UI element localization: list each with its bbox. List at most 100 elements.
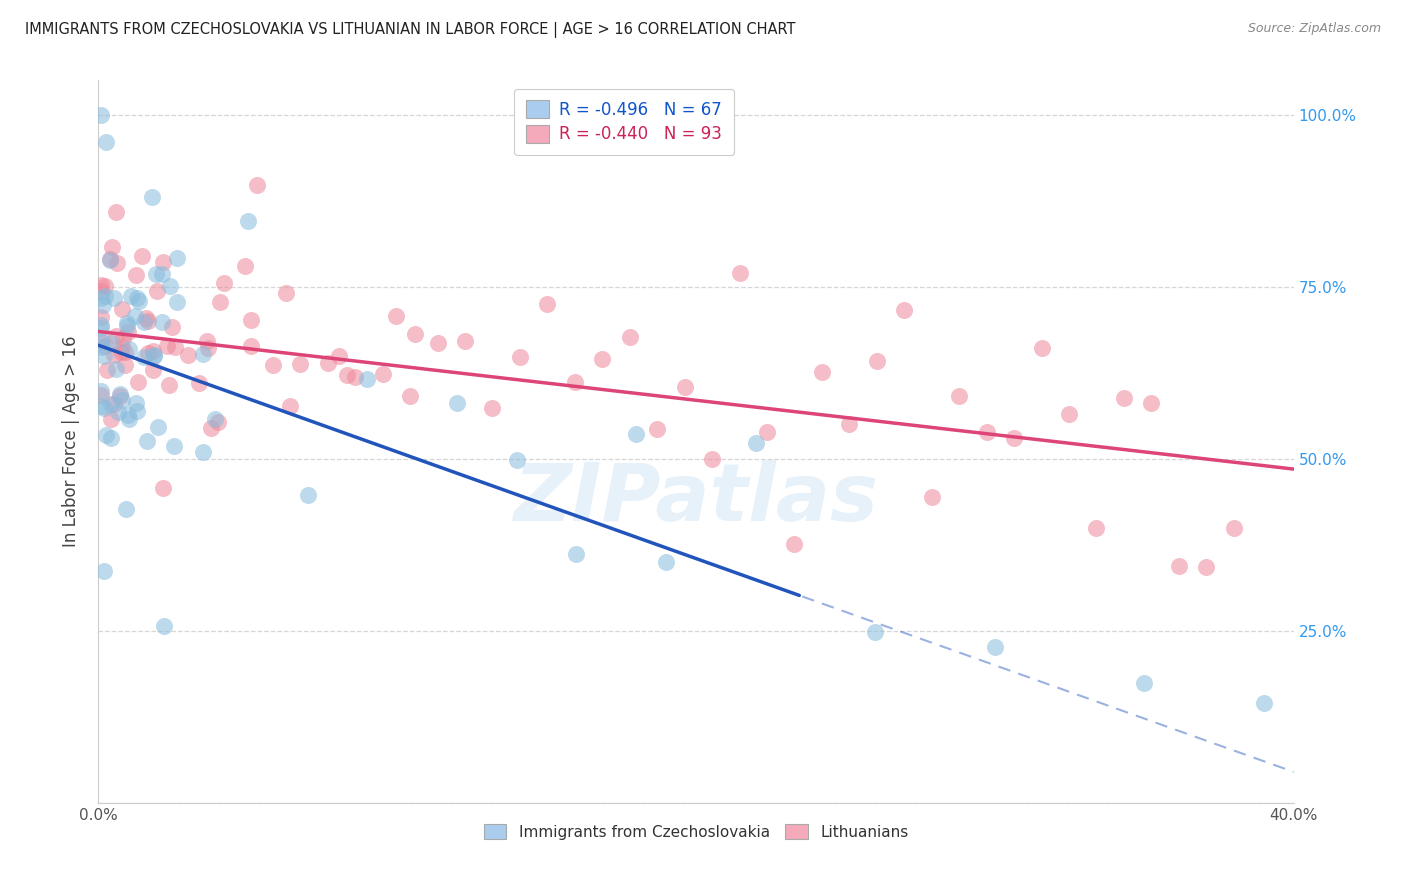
Point: [385, 309, 408, 323]
Point: [235, 259, 257, 273]
Point: [90, 278, 112, 293]
Point: [93, 401, 115, 415]
Text: IMMIGRANTS FROM CZECHOSLOVAKIA VS LITHUANIAN IN LABOR FORCE | AGE > 16 CORRELATI: IMMIGRANTS FROM CZECHOSLOVAKIA VS LITHUA…: [25, 22, 796, 38]
Point: [90, 291, 112, 305]
Point: [838, 417, 860, 431]
Point: [166, 295, 188, 310]
Legend: Immigrants from Czechoslovakia, Lithuanians: Immigrants from Czechoslovakia, Lithuani…: [478, 818, 914, 846]
Point: [297, 488, 319, 502]
Point: [446, 396, 468, 410]
Point: [108, 386, 131, 401]
Point: [163, 340, 186, 354]
Point: [187, 376, 209, 391]
Point: [105, 256, 128, 270]
Point: [1223, 521, 1246, 535]
Point: [120, 289, 142, 303]
Point: [509, 351, 531, 365]
Point: [1167, 559, 1189, 574]
Point: [655, 555, 678, 569]
Point: [262, 358, 284, 372]
Point: [948, 389, 970, 403]
Point: [371, 367, 394, 381]
Point: [356, 372, 378, 386]
Point: [135, 310, 157, 325]
Point: [565, 547, 588, 561]
Point: [100, 396, 122, 410]
Point: [150, 315, 173, 329]
Point: [212, 277, 235, 291]
Point: [177, 348, 200, 362]
Point: [426, 336, 449, 351]
Point: [1002, 431, 1025, 445]
Point: [454, 334, 477, 349]
Point: [274, 286, 297, 301]
Point: [136, 434, 159, 449]
Point: [107, 405, 129, 419]
Point: [204, 412, 226, 426]
Point: [90, 310, 112, 325]
Point: [114, 358, 136, 372]
Point: [100, 411, 122, 425]
Point: [90, 108, 112, 122]
Point: [335, 368, 357, 383]
Point: [132, 315, 155, 329]
Point: [94, 428, 117, 442]
Point: [866, 354, 889, 368]
Point: [103, 347, 125, 361]
Point: [481, 401, 503, 416]
Point: [156, 339, 179, 353]
Point: [90, 334, 112, 348]
Point: [143, 349, 166, 363]
Point: [142, 363, 165, 377]
Point: [93, 278, 115, 293]
Point: [700, 452, 723, 467]
Point: [811, 365, 834, 379]
Point: [96, 363, 118, 377]
Point: [145, 267, 167, 281]
Point: [98, 252, 121, 267]
Point: [142, 348, 165, 362]
Point: [105, 362, 128, 376]
Point: [90, 320, 112, 334]
Point: [152, 255, 174, 269]
Point: [125, 404, 148, 418]
Point: [110, 302, 132, 317]
Text: Source: ZipAtlas.com: Source: ZipAtlas.com: [1247, 22, 1381, 36]
Point: [90, 335, 112, 350]
Point: [141, 190, 163, 204]
Point: [93, 349, 115, 363]
Point: [100, 431, 122, 445]
Point: [236, 213, 259, 227]
Point: [150, 268, 173, 282]
Point: [157, 378, 180, 392]
Point: [103, 397, 125, 411]
Point: [125, 395, 148, 409]
Point: [93, 564, 115, 578]
Point: [96, 135, 118, 149]
Point: [100, 336, 122, 351]
Point: [98, 252, 121, 266]
Point: [90, 285, 112, 299]
Point: [240, 313, 263, 327]
Point: [783, 536, 806, 550]
Point: [125, 291, 148, 305]
Point: [278, 399, 301, 413]
Point: [1133, 675, 1156, 690]
Point: [91, 298, 114, 312]
Point: [195, 334, 218, 348]
Point: [208, 295, 231, 310]
Point: [1253, 697, 1275, 711]
Point: [94, 339, 117, 353]
Point: [316, 356, 339, 370]
Point: [90, 384, 112, 398]
Point: [240, 339, 263, 353]
Point: [404, 327, 426, 342]
Point: [131, 249, 153, 263]
Point: [90, 318, 112, 332]
Point: [90, 388, 112, 402]
Point: [128, 293, 150, 308]
Point: [152, 481, 174, 495]
Point: [159, 279, 181, 293]
Point: [166, 251, 188, 265]
Point: [114, 345, 136, 359]
